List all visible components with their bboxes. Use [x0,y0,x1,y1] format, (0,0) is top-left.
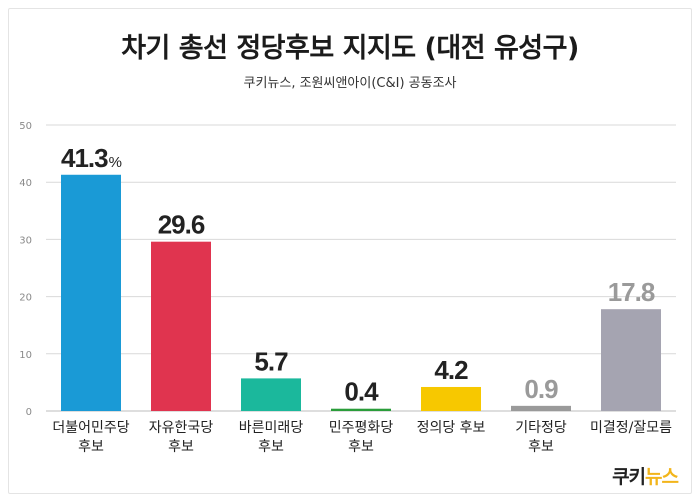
y-tick-label: 20 [19,293,32,304]
chart-title: 차기 총선 정당후보 지지도 (대전 유성구) [121,33,579,64]
x-tick-label: 후보 [528,439,554,455]
bar [331,408,391,411]
bar [421,386,481,411]
x-tick-label: 후보 [258,439,284,455]
logo-part2: 뉴스 [645,466,679,488]
bar-value-label: 5.7 [254,346,288,376]
x-tick-label: 기타정당 [515,420,567,436]
x-tick-label: 바른미래당 [239,420,304,436]
bar [61,174,121,411]
bar-value-label: 41.3% [61,143,122,173]
y-tick-label: 40 [19,178,32,189]
chart-subtitle: 쿠키뉴스, 조원씨앤아이(C&I) 공동조사 [243,76,457,91]
x-tick-label: 민주평화당 [329,420,394,436]
x-tick-label: 미결정/잘모름 [590,420,672,436]
kukinews-logo: 쿠키뉴스 [612,462,679,489]
bar [511,405,571,411]
x-tick-label: 후보 [348,439,374,455]
bar [151,241,211,411]
x-tick-label: 정의당 후보 [417,420,486,436]
bar [601,309,661,411]
bar-value-label: 0.4 [344,377,379,407]
card-frame [8,8,692,494]
bar-value-label: 0.9 [524,374,558,404]
bar-value-label: 17.8 [608,277,655,307]
bar-value-label: 4.2 [434,355,468,385]
x-tick-label: 후보 [78,439,104,455]
y-tick-label: 30 [19,235,32,246]
x-tick-label: 더불어민주당 [52,420,129,436]
y-tick-label: 50 [19,121,32,132]
bar [241,378,301,411]
logo-part1: 쿠키 [612,466,646,488]
y-tick-label: 10 [19,350,32,361]
x-tick-label: 후보 [168,439,194,455]
y-tick-label: 0 [26,407,32,418]
x-tick-label: 자유한국당 [149,420,214,436]
bar-value-label: 29.6 [158,210,205,240]
